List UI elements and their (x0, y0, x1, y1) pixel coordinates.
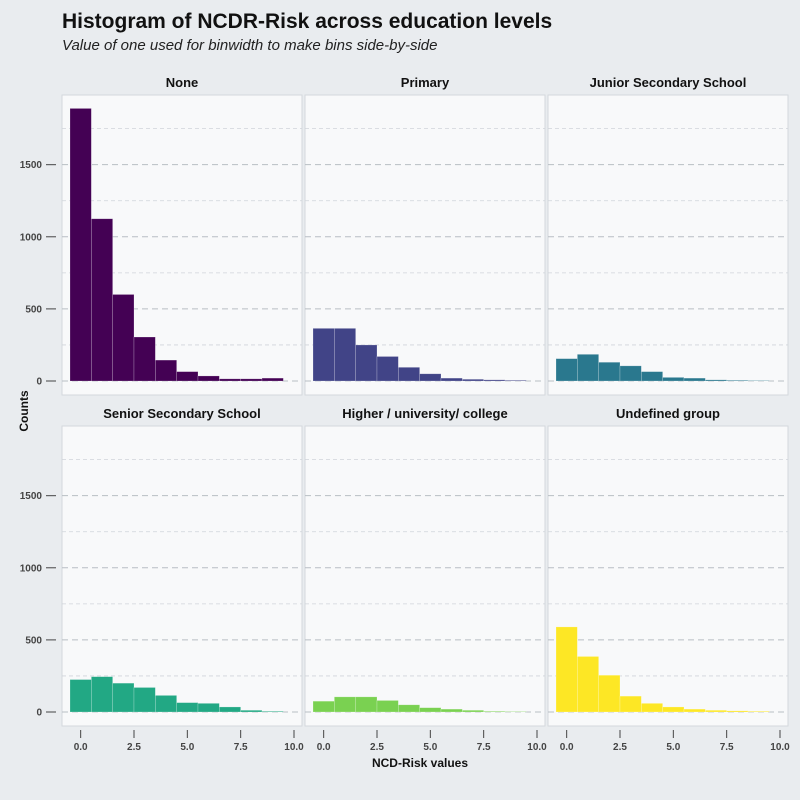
histogram-bar (577, 656, 599, 713)
y-tick-label: 1500 (20, 491, 43, 502)
y-tick-label: 1500 (20, 160, 43, 171)
histogram-bar (176, 371, 199, 382)
y-tick-label: 1000 (20, 232, 43, 243)
x-tick-label: 0.0 (317, 742, 331, 753)
x-tick-label: 7.5 (720, 742, 734, 753)
histogram-bar (376, 356, 399, 382)
histogram-bar (641, 703, 663, 713)
x-tick-label: 10.0 (527, 742, 547, 753)
histogram-bar (705, 379, 727, 382)
facet-label: Higher / university/ college (342, 406, 507, 421)
histogram-bar (619, 695, 642, 713)
histogram-bar (355, 344, 378, 382)
histogram-bar (483, 379, 506, 382)
histogram-bar (619, 365, 642, 382)
x-tick-label: 10.0 (770, 742, 790, 753)
histogram-bar (155, 695, 177, 713)
histogram-bar (112, 682, 135, 713)
histogram-bar (683, 377, 706, 382)
y-tick-label: 1000 (20, 563, 43, 574)
histogram-bar (91, 218, 113, 382)
panel-background (547, 94, 789, 396)
histogram-bar (683, 708, 706, 713)
histogram-bar (240, 709, 263, 713)
histogram-bar (219, 706, 241, 713)
histogram-bar (261, 377, 284, 382)
x-tick-label: 2.5 (127, 742, 141, 753)
facet-label: None (166, 75, 199, 90)
histogram-bar (598, 361, 621, 382)
histogram-bar (462, 378, 484, 382)
histogram-bar (598, 674, 621, 713)
x-tick-label: 10.0 (284, 742, 304, 753)
panel-background (304, 425, 546, 727)
histogram-bar (577, 354, 599, 382)
y-tick-label: 0 (36, 708, 42, 719)
histogram-bar (112, 294, 135, 382)
y-axis-title: Counts (17, 390, 31, 432)
chart-subtitle: Value of one used for binwidth to make b… (62, 37, 438, 54)
histogram-bar (726, 710, 749, 713)
histogram-bar (483, 710, 506, 713)
histogram-bar (555, 626, 578, 713)
facet-label: Primary (401, 75, 450, 90)
histogram-bar (440, 708, 463, 713)
histogram-bar (419, 373, 442, 382)
x-tick-label: 2.5 (370, 742, 384, 753)
histogram-bar (69, 679, 92, 713)
x-tick-label: 5.0 (666, 742, 680, 753)
histogram-bar (176, 702, 199, 713)
histogram-bar (440, 377, 463, 382)
x-tick-label: 5.0 (180, 742, 194, 753)
x-tick-label: 0.0 (74, 742, 88, 753)
histogram-bar (641, 371, 663, 382)
histogram-bar (69, 108, 92, 382)
x-tick-label: 2.5 (613, 742, 627, 753)
histogram-bar (376, 700, 399, 713)
histogram-bar (133, 336, 156, 382)
histogram-bar (662, 706, 685, 713)
histogram-bar (355, 696, 378, 713)
histogram-bar (334, 696, 356, 713)
histogram-bar (705, 709, 727, 713)
histogram-bar (312, 700, 335, 713)
y-tick-label: 0 (36, 377, 42, 388)
histogram-bar (504, 379, 527, 382)
histogram-bar (240, 378, 263, 382)
histogram-bar (261, 710, 284, 713)
y-tick-label: 500 (25, 635, 42, 646)
y-tick-label: 500 (25, 304, 42, 315)
histogram-bar (197, 703, 220, 713)
histogram-bar (398, 704, 420, 713)
histogram-bar (747, 710, 770, 713)
facet-label: Undefined group (616, 406, 720, 421)
facet-label: Senior Secondary School (103, 406, 261, 421)
histogram-bar (555, 358, 578, 382)
chart-title: Histogram of NCDR-Risk across education … (62, 10, 553, 33)
x-tick-label: 5.0 (423, 742, 437, 753)
histogram-bar (726, 379, 749, 382)
histogram-bar (219, 378, 241, 382)
histogram-bar (462, 709, 484, 713)
histogram-bar (91, 676, 113, 713)
histogram-bar (334, 328, 356, 382)
x-tick-label: 7.5 (234, 742, 248, 753)
histogram-bar (155, 359, 177, 382)
histogram-bar (662, 377, 685, 382)
x-axis-title: NCD-Risk values (372, 756, 468, 770)
facet-label: Junior Secondary School (590, 75, 747, 90)
histogram-bar (312, 328, 335, 382)
x-tick-label: 7.5 (477, 742, 491, 753)
histogram-bar (197, 375, 220, 382)
histogram-bar (133, 687, 156, 713)
histogram-bar (419, 707, 442, 713)
histogram-bar (398, 366, 420, 382)
x-tick-label: 0.0 (560, 742, 574, 753)
